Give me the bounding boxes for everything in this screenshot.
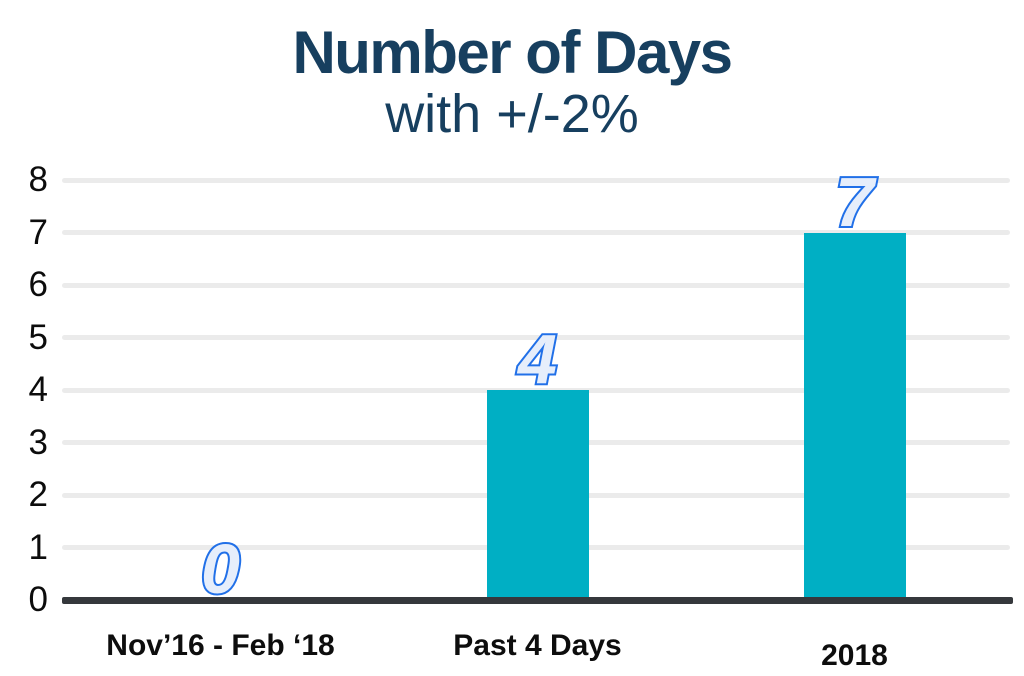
x-axis-line <box>62 597 1013 604</box>
bar-value-label: 0 <box>199 530 242 608</box>
x-category-label: Nov’16 - Feb ‘18 <box>106 629 335 662</box>
gridline <box>62 230 1010 235</box>
bar-value-label: 4 <box>516 320 559 398</box>
x-category-label: Past 4 Days <box>453 629 622 662</box>
x-category-label: 2018 <box>821 639 888 672</box>
y-tick-label: 6 <box>28 265 48 304</box>
gridline <box>62 177 1010 183</box>
y-tick-label: 3 <box>28 422 48 462</box>
chart-header: Number of Days with +/-2% <box>0 22 1024 142</box>
y-tick-label: 2 <box>28 475 48 514</box>
chart-subtitle: with +/-2% <box>385 84 639 145</box>
gridline <box>62 335 1010 340</box>
bar-value-label: 7 <box>833 162 876 241</box>
y-tick-label: 4 <box>28 370 48 409</box>
gridline <box>62 282 1010 288</box>
y-tick-label: 5 <box>28 317 48 357</box>
y-tick-label: 0 <box>28 580 48 619</box>
bar <box>486 390 589 597</box>
bar <box>803 232 906 597</box>
y-tick-label: 1 <box>28 527 48 567</box>
y-tick-label: 8 <box>28 160 48 199</box>
chart-title: Number of Days <box>292 19 733 86</box>
y-tick-label: 7 <box>28 212 48 252</box>
